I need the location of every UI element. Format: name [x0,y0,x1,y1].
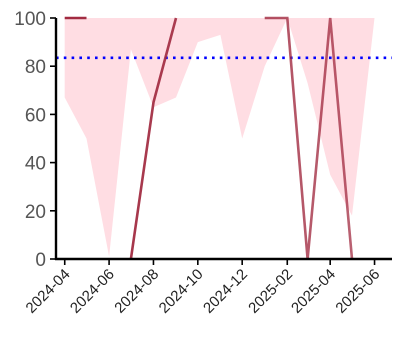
range-band [64,18,375,257]
x-tick-label: 2025-02 [245,266,296,317]
band-layer [64,18,375,257]
x-tick-label: 2024-04 [23,266,74,317]
x-tick-label: 2024-06 [67,266,118,317]
series-segment [129,17,178,260]
y-tick-label: 40 [25,154,46,175]
y-tick-label: 0 [35,250,46,271]
x-tick-label: 2025-04 [288,266,339,317]
y-tick-label: 60 [25,105,46,126]
x-tick-label: 2024-08 [111,266,162,317]
x-tick-label: 2025-06 [332,266,383,317]
x-tick-label: 2024-12 [200,266,251,317]
y-tick-label: 20 [25,202,46,223]
y-tick-label: 80 [25,57,46,78]
x-tick-label: 2024-10 [156,266,207,317]
y-tick-label: 100 [14,9,46,30]
